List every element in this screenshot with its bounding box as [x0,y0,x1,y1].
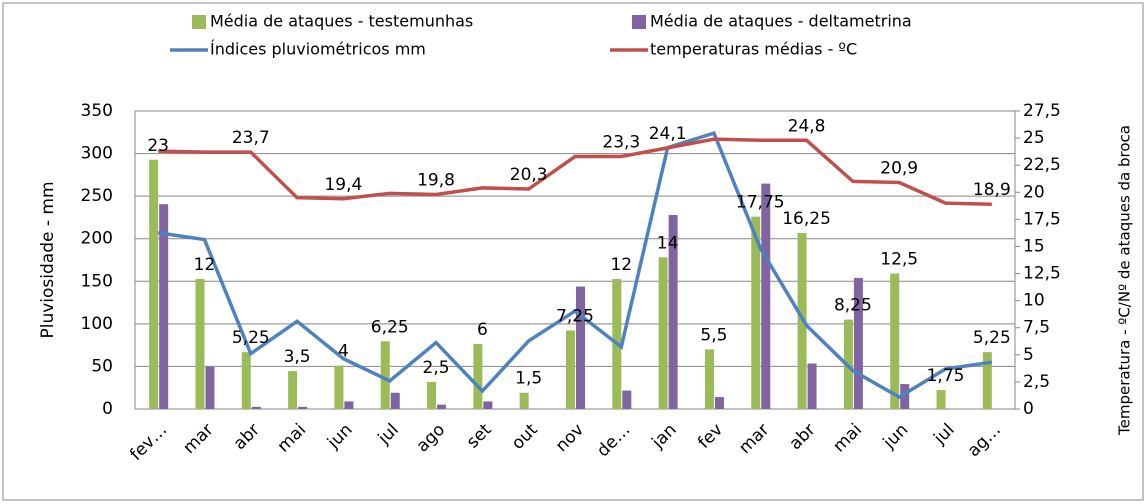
data-label: 23,7 [232,128,270,148]
bar [159,204,169,409]
data-label: 19,8 [417,170,455,190]
bar [751,216,761,409]
legend-swatch [192,15,206,29]
data-label: 2,5 [423,358,450,378]
y2-tick-label: 2,5 [1023,372,1050,392]
bar [668,215,678,409]
y2-tick-label: 0 [1023,399,1034,419]
bar [807,363,817,409]
data-label: 16,25 [782,209,831,229]
bar [853,277,863,409]
y-tick-label: 250 [81,186,113,206]
bar [149,159,159,409]
y-tick-label: 50 [91,356,113,376]
bar [890,273,900,409]
bar [251,406,261,409]
data-label: 24,8 [788,116,826,136]
y-tick-label: 150 [81,271,113,291]
bar [334,365,344,409]
y2-tick-label: 27,5 [1023,101,1061,121]
data-label: 1,75 [927,366,965,386]
bar [288,371,298,409]
legend-label: temperaturas médias - ºC [650,40,857,59]
bar [622,390,632,409]
bar [380,341,390,409]
y2-tick-label: 7,5 [1023,318,1050,338]
y-tick-label: 300 [81,144,113,164]
data-label: 24,1 [649,124,687,144]
bar [900,384,910,409]
data-label: 17,75 [736,193,785,213]
data-label: 20,3 [510,165,548,185]
y2-tick-label: 22,5 [1023,155,1061,175]
y2-tick-label: 15 [1023,236,1045,256]
bar [205,366,215,409]
data-label: 1,5 [515,369,542,389]
y2-tick-label: 25 [1023,128,1045,148]
data-label: 23 [147,136,169,156]
legend-swatch [632,15,646,29]
bar [195,278,205,409]
data-label: 7,25 [556,306,594,326]
bar [344,401,354,409]
data-label: 5,25 [973,328,1011,348]
bar [714,397,724,409]
y2-tick-label: 17,5 [1023,209,1061,229]
data-label: 12,5 [880,250,918,270]
data-label: 23,3 [602,133,640,153]
data-label: 4 [338,342,349,362]
data-label: 18,9 [973,180,1011,200]
bar [576,286,585,409]
y-tick-label: 350 [81,101,113,121]
line-series [157,130,993,400]
bar [936,390,946,409]
y2-tick-label: 20 [1023,182,1045,202]
data-label: 6 [477,320,488,340]
y-tick-label: 200 [81,229,113,249]
bar [241,352,251,409]
bar [437,404,447,409]
bar [473,343,483,409]
data-label: 8,25 [834,296,872,316]
bar [390,392,400,409]
y-tick-label: 0 [102,399,113,419]
bar [427,381,437,409]
data-label: 5,5 [700,325,727,345]
y2-tick-label: 5 [1023,345,1034,365]
bar [483,401,493,409]
data-label: 14 [657,233,679,253]
data-label: 6,25 [371,317,409,337]
bar [298,406,308,409]
data-label: 3,5 [284,347,311,367]
legend-label: Média de ataques - testemunhas [210,12,473,31]
y2-axis-title: Temperatura - ºC/Nº de ataques da broca [1116,125,1134,436]
data-label: 5,25 [232,328,270,348]
y2-tick-label: 10 [1023,291,1045,311]
bar [566,330,575,409]
legend-label: Índices pluviométricos mm [210,40,426,59]
line-series [158,137,992,206]
data-label: 20,9 [880,159,918,179]
data-label: 12 [194,255,216,275]
data-label: 12 [610,255,632,275]
legend-label: Média de ataques - deltametrina [650,12,912,31]
y-tick-label: 100 [81,314,113,334]
bar [704,349,714,409]
bar [982,352,992,409]
bar [761,183,771,409]
data-label: 19,4 [324,175,362,195]
bar [658,257,668,409]
y-axis-title: Pluviosidade - mm [38,181,58,338]
bar [519,392,529,409]
y2-tick-label: 12,5 [1023,264,1061,284]
